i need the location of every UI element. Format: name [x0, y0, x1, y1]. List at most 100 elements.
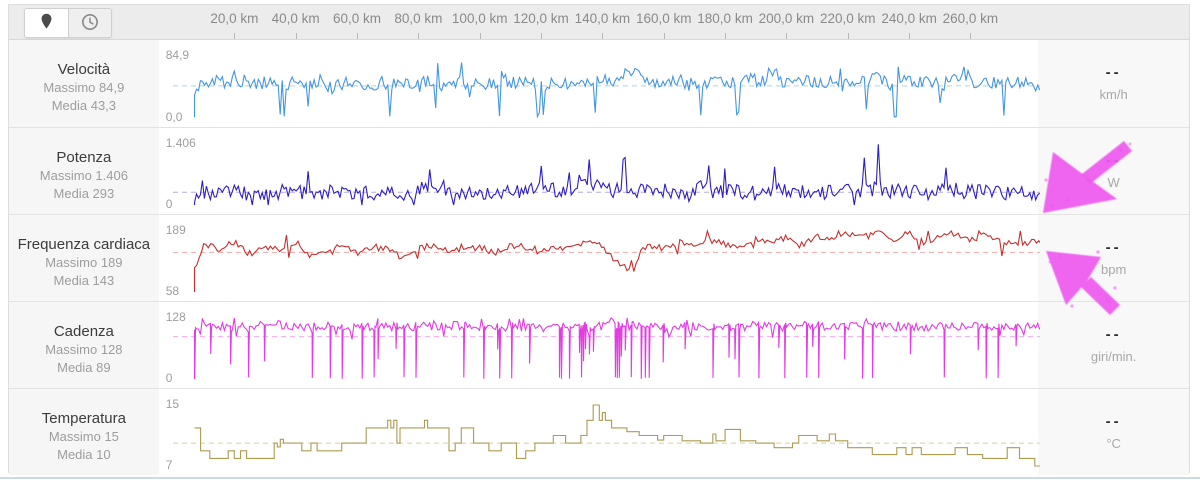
chart-row-potenza: Potenza Massimo 1.406 Media 293 1.406 0 …	[9, 127, 1190, 214]
unit-label: W	[1107, 175, 1120, 190]
metric-massimo: Massimo 1.406	[39, 168, 128, 183]
axis-tick-label: 200,0 km	[758, 11, 815, 26]
metric-label-panel: Frequenza cardiaca Massimo 189 Media 143	[9, 215, 159, 301]
axis-tick-mark	[786, 33, 788, 39]
current-value-panel: -- °C	[1038, 389, 1190, 475]
current-value-panel: -- bpm	[1038, 215, 1190, 301]
metric-massimo: Massimo 15	[48, 429, 119, 444]
chart-plot-area[interactable]: 128 0	[158, 302, 1040, 388]
metric-label-panel: Cadenza Massimo 128 Media 89	[9, 302, 159, 388]
chart-row-cadenza: Cadenza Massimo 128 Media 89 128 0 -- gi…	[9, 301, 1190, 388]
metric-title: Temperatura	[41, 410, 126, 427]
axis-tick-label: 80,0 km	[394, 11, 443, 26]
chart-plot-area[interactable]: 84,9 0,0	[158, 40, 1040, 127]
axis-tick-mark	[847, 33, 849, 39]
axis-tick-label: 60,0 km	[333, 11, 382, 26]
axis-tick-mark	[725, 33, 727, 39]
chart-plot-area[interactable]: 189 58	[158, 215, 1040, 301]
time-mode-button[interactable]	[68, 9, 111, 37]
chart-header: 20,0 km 40,0 km 60,0 km 80,0 km 100,0 km 120,…	[9, 5, 1189, 40]
axis-tick-mark	[479, 33, 481, 39]
metric-label-panel: Potenza Massimo 1.406 Media 293	[9, 128, 159, 214]
axis-tick-label: 180,0 km	[697, 11, 753, 26]
series-polyline-frequenza-cardiaca	[193, 228, 1040, 292]
metric-title: Frequenza cardiaca	[17, 236, 151, 253]
metric-title: Potenza	[56, 149, 112, 166]
series-line-chart	[172, 62, 1040, 119]
series-polyline-temperatura	[194, 404, 1040, 467]
series-polyline-cadenza	[193, 317, 1040, 379]
current-value: --	[1105, 64, 1122, 81]
axis-tick-label: 100,0 km	[451, 11, 508, 26]
series-polyline-velocita	[193, 62, 1040, 119]
current-value-panel: -- giri/min.	[1038, 302, 1190, 388]
chart-plot-area[interactable]: 1.406 0	[158, 128, 1040, 214]
bottom-divider	[0, 477, 1200, 479]
series-line-chart	[172, 404, 1040, 467]
chart-rows: Velocità Massimo 84,9 Media 43,3 84,9 0,…	[9, 40, 1190, 475]
unit-label: km/h	[1099, 87, 1128, 102]
axis-tick-label: 240,0 km	[881, 11, 937, 26]
metric-label-panel: Velocità Massimo 84,9 Media 43,3	[9, 40, 159, 127]
axis-tick-label: 120,0 km	[513, 11, 569, 26]
unit-label: bpm	[1100, 262, 1127, 277]
y-axis-max-label: 189	[165, 223, 186, 237]
current-value: --	[1105, 413, 1122, 430]
chart-row-frequenza-cardiaca: Frequenza cardiaca Massimo 189 Media 143…	[9, 214, 1190, 301]
metric-massimo: Massimo 84,9	[43, 80, 125, 95]
metric-media: Media 10	[57, 447, 111, 462]
axis-tick-label: 160,0 km	[635, 11, 692, 26]
metric-media: Media 89	[57, 360, 111, 375]
axis-tick-mark	[295, 33, 297, 39]
mode-toggle-group	[24, 8, 112, 38]
series-polyline-potenza	[193, 144, 1040, 206]
chart-row-velocita: Velocità Massimo 84,9 Media 43,3 84,9 0,…	[9, 40, 1190, 127]
map-pin-icon	[38, 12, 55, 34]
series-line-chart	[172, 317, 1040, 379]
unit-label: °C	[1106, 436, 1121, 451]
y-axis-max-label: 15	[165, 397, 180, 411]
clock-icon	[80, 12, 100, 35]
metric-title: Velocità	[57, 61, 111, 78]
axis-tick-mark	[970, 33, 972, 39]
series-line-chart	[172, 228, 1040, 292]
axis-tick-label: 40,0 km	[271, 11, 320, 26]
axis-tick-label: 140,0 km	[574, 11, 631, 26]
axis-tick-mark	[357, 33, 359, 39]
unit-label: giri/min.	[1090, 349, 1137, 364]
axis-tick-mark	[418, 33, 420, 39]
activity-charts-widget: 20,0 km 40,0 km 60,0 km 80,0 km 100,0 km 120,…	[8, 4, 1190, 475]
metric-media: Media 143	[53, 273, 115, 288]
axis-tick-mark	[234, 33, 236, 39]
distance-mode-button[interactable]	[25, 9, 68, 37]
distance-axis: 20,0 km 40,0 km 60,0 km 80,0 km 100,0 km 120,…	[9, 5, 1189, 39]
current-value: --	[1105, 152, 1122, 169]
metric-title: Cadenza	[53, 323, 114, 340]
axis-tick-mark	[602, 33, 604, 39]
metric-media: Media 43,3	[51, 98, 117, 113]
y-axis-min-label: 7	[165, 458, 173, 472]
y-axis-max-label: 1.406	[165, 136, 196, 150]
metric-massimo: Massimo 189	[45, 255, 123, 270]
y-axis-min-label: 0	[165, 197, 173, 211]
y-axis-min-label: 0	[165, 371, 173, 385]
metric-media: Media 293	[53, 186, 115, 201]
axis-tick-label: 220,0 km	[819, 11, 876, 26]
axis-tick-mark	[909, 33, 911, 39]
current-value-panel: -- W	[1038, 128, 1190, 214]
chart-plot-area[interactable]: 15 7	[158, 389, 1040, 475]
axis-tick-label: 260,0 km	[942, 11, 999, 26]
series-line-chart	[172, 144, 1040, 206]
y-axis-min-label: 58	[165, 284, 180, 298]
current-value-panel: -- km/h	[1038, 40, 1190, 127]
y-axis-max-label: 84,9	[165, 48, 190, 62]
axis-tick-mark	[541, 33, 543, 39]
axis-tick-label: 20,0 km	[210, 11, 259, 26]
metric-label-panel: Temperatura Massimo 15 Media 10	[9, 389, 159, 475]
metric-massimo: Massimo 128	[45, 342, 123, 357]
y-axis-min-label: 0,0	[165, 110, 183, 124]
y-axis-max-label: 128	[165, 310, 186, 324]
current-value: --	[1105, 326, 1122, 343]
current-value: --	[1105, 239, 1122, 256]
